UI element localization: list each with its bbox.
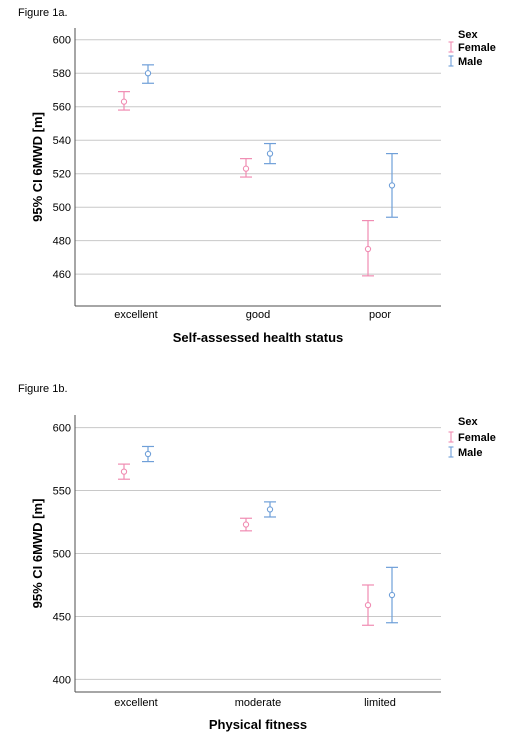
- errorbar-male-limited: [386, 566, 398, 624]
- y-tick-label: 560: [53, 102, 71, 114]
- legend-item-male: Male: [448, 55, 482, 68]
- y-tick-label: 520: [53, 169, 71, 181]
- chart-figure-1b: Figure 1b. 400 450 500 550 600 excellent modera…: [18, 383, 496, 732]
- y-tick-label: 540: [53, 135, 71, 147]
- x-axis-title: Physical fitness: [209, 717, 307, 732]
- errorbar-female-limited: [362, 584, 374, 626]
- y-tick-label: 550: [53, 486, 71, 498]
- legend-label: Female: [458, 42, 496, 54]
- legend-item-female: Female: [448, 431, 496, 444]
- legend-label: Female: [458, 432, 496, 444]
- mean-point: [266, 506, 274, 513]
- mean-point: [242, 165, 250, 172]
- y-tick-label: 600: [53, 423, 71, 435]
- errorbar-female-moderate: [240, 517, 252, 532]
- mean-point: [120, 98, 128, 105]
- y-tick-label: 600: [53, 35, 71, 47]
- errorbar-male-good: [264, 142, 276, 165]
- errorbar-female-excellent: [118, 463, 130, 480]
- errorbar-male-excellent: [142, 445, 154, 463]
- errorbar-female-good: [240, 158, 252, 178]
- x-tick-label: poor: [369, 309, 391, 321]
- errorbar-male-moderate: [264, 501, 276, 518]
- legend-label: Male: [458, 447, 482, 459]
- y-axis-title: 95% CI 6MWD [m]: [30, 499, 45, 609]
- x-tick-label: excellent: [114, 309, 157, 321]
- y-tick-label: 450: [53, 611, 71, 623]
- mean-point: [242, 521, 250, 528]
- mean-point: [364, 245, 372, 253]
- figure-label: Figure 1b.: [18, 383, 68, 395]
- errorbar-female-excellent: [118, 91, 130, 111]
- mean-point: [388, 182, 396, 189]
- y-tick-label: 500: [53, 549, 71, 561]
- errorbar-male-poor: [386, 153, 398, 218]
- x-tick-label: limited: [364, 697, 396, 709]
- legend-label: Male: [458, 56, 482, 68]
- y-tick-label: 580: [53, 68, 71, 80]
- y-tick-label: 500: [53, 202, 71, 214]
- mean-point: [144, 450, 152, 458]
- figure-label: Figure 1a.: [18, 7, 68, 19]
- legend-item-female: Female: [448, 41, 496, 54]
- legend-title: Sex: [458, 29, 478, 41]
- y-axis-title: 95% CI 6MWD [m]: [30, 112, 45, 222]
- x-tick-label: good: [246, 309, 270, 321]
- mean-point: [266, 150, 274, 157]
- errorbar-female-poor: [362, 219, 374, 277]
- mean-point: [144, 70, 152, 77]
- x-tick-label: excellent: [114, 697, 157, 709]
- legend-item-male: Male: [448, 446, 482, 459]
- mean-point: [120, 468, 128, 475]
- chart-figure-1a: Figure 1a. 460 480 500 520 540 560 580 600 excell…: [18, 7, 496, 345]
- x-tick-label: moderate: [235, 697, 281, 709]
- y-tick-label: 400: [53, 674, 71, 686]
- y-tick-label: 480: [53, 236, 71, 248]
- errorbar-male-excellent: [142, 64, 154, 84]
- x-axis-title: Self-assessed health status: [173, 330, 344, 345]
- mean-point: [364, 601, 372, 609]
- legend-title: Sex: [458, 416, 478, 428]
- mean-point: [388, 591, 396, 599]
- y-tick-label: 460: [53, 269, 71, 281]
